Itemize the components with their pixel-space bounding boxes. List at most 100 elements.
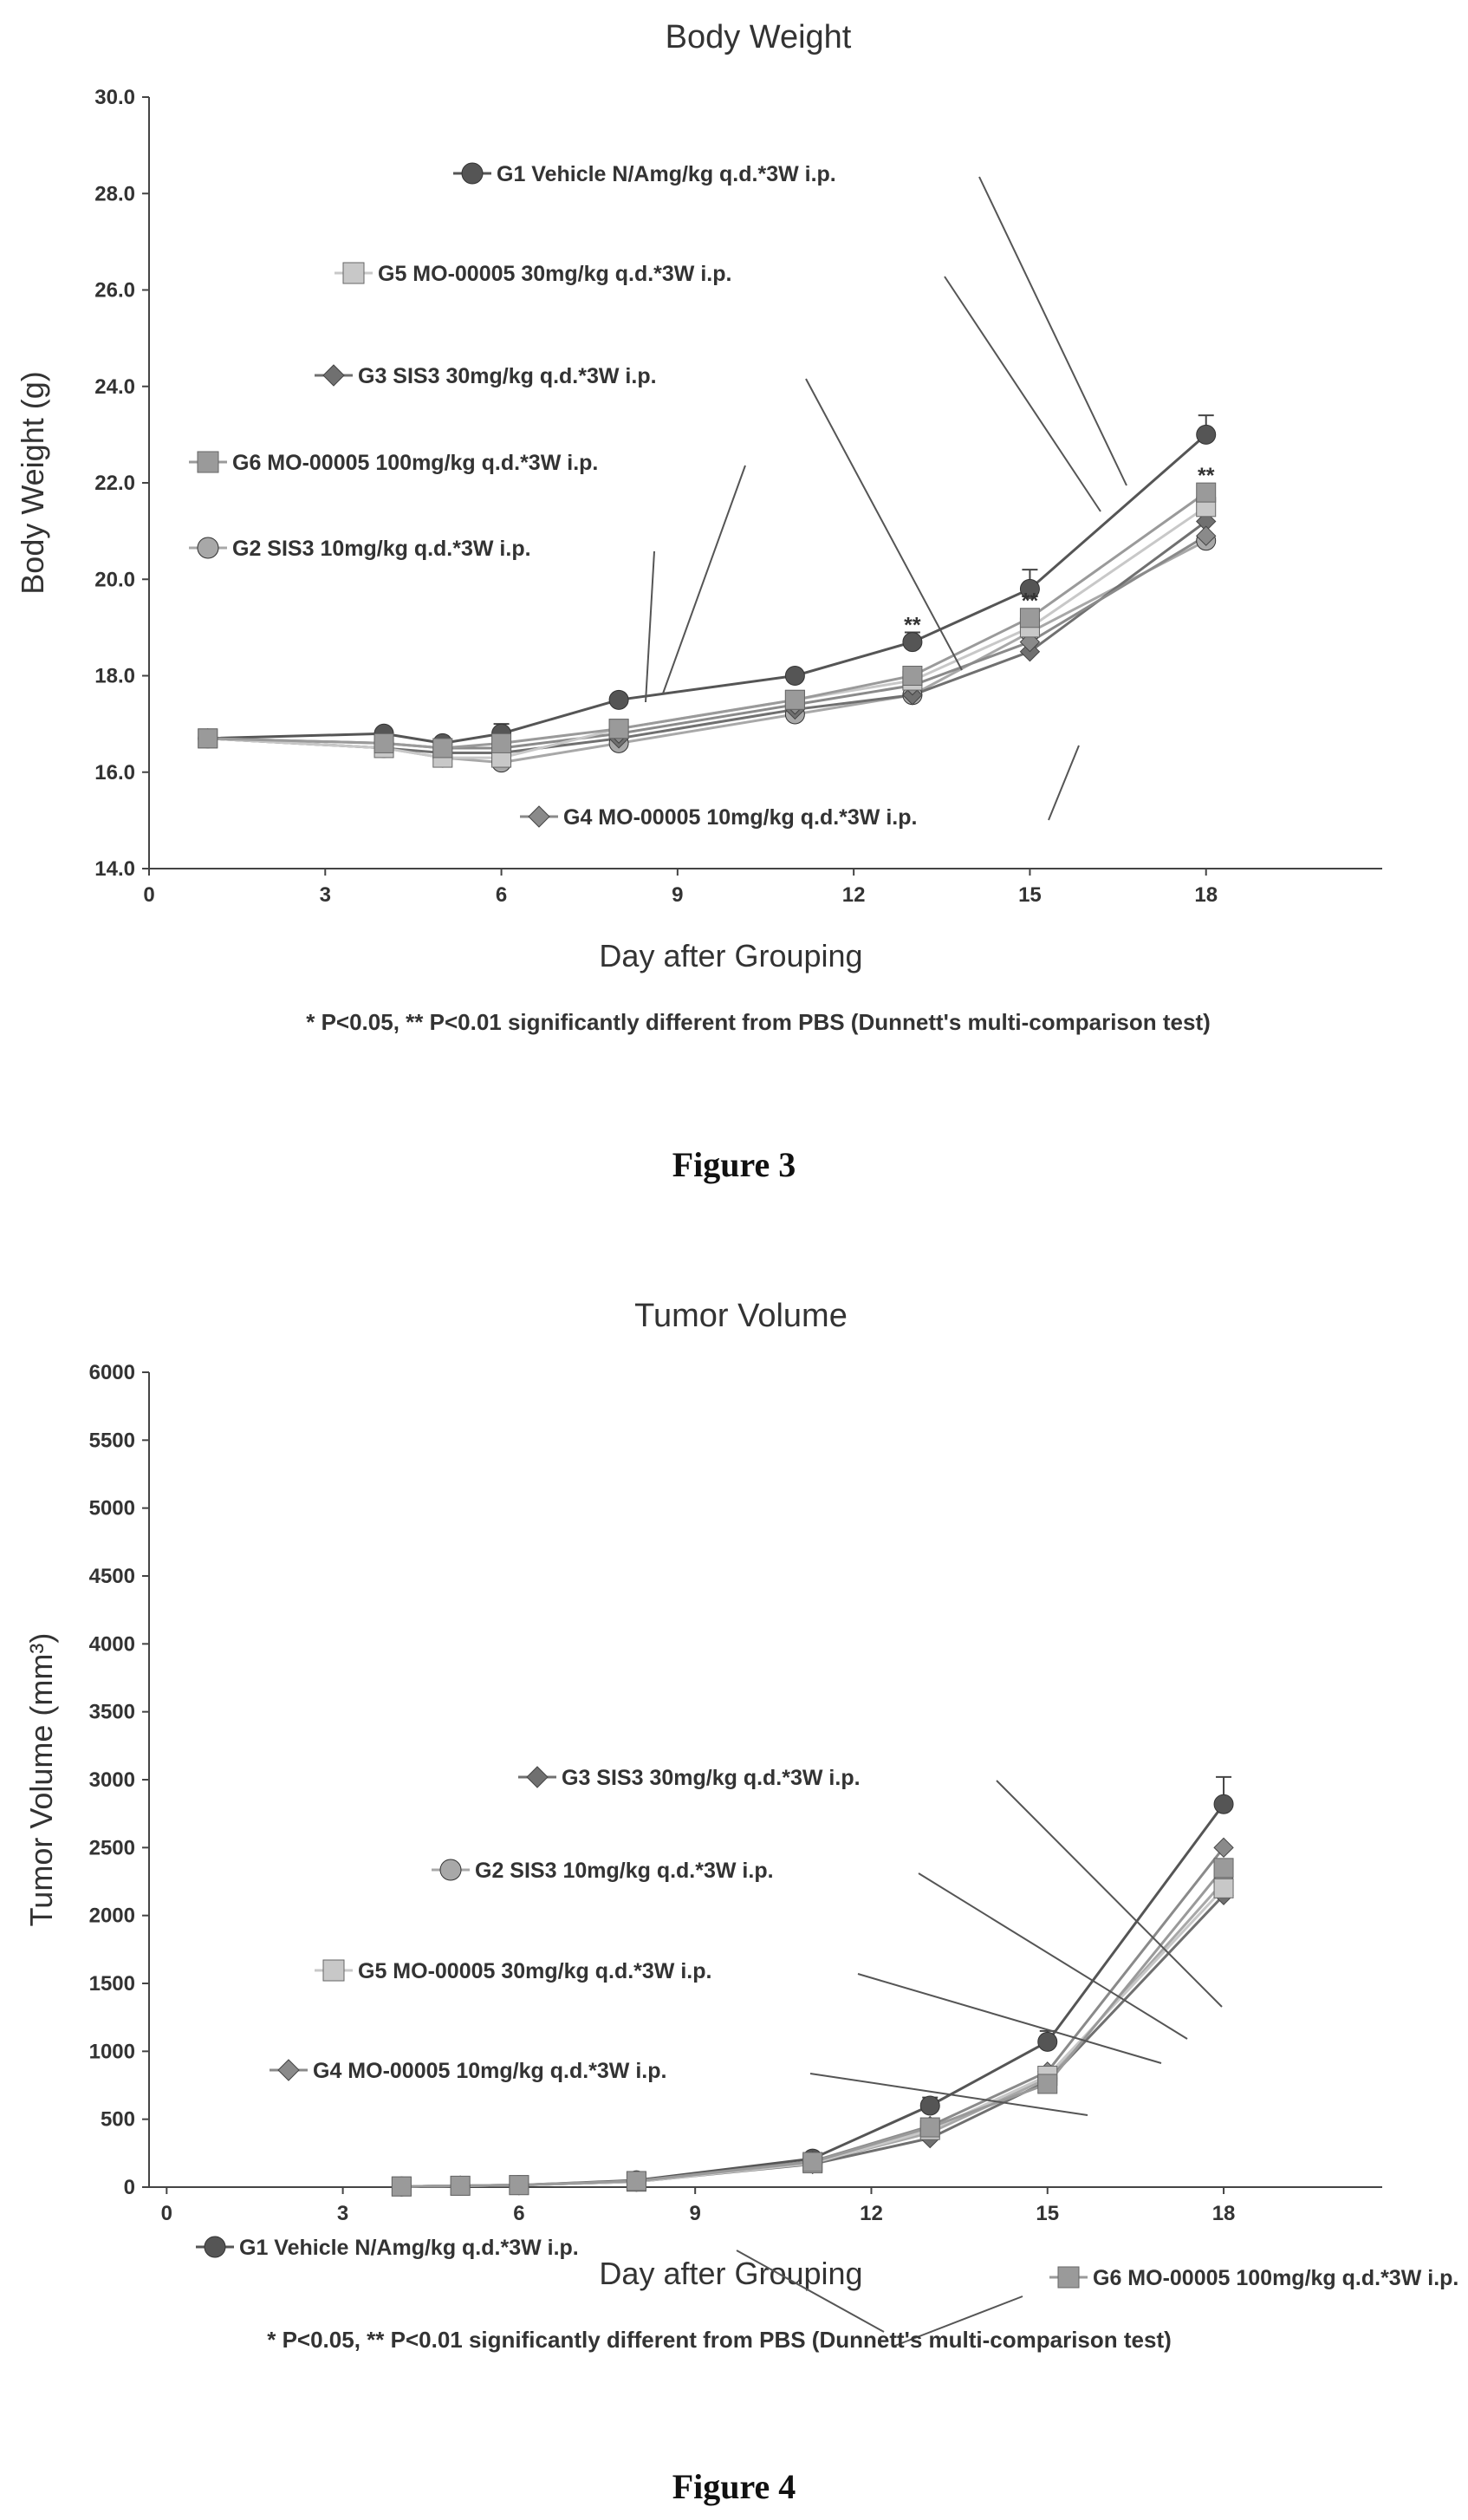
legend-marker [528, 805, 550, 828]
data-point [902, 632, 923, 653]
data-point [784, 666, 805, 686]
data-point [1213, 1878, 1234, 1898]
body-weight-chart: Body Weight 14.0 16.0 18.0 20.0 22.0 24.0 26.0 2… [0, 0, 1468, 1118]
data-point [608, 719, 629, 739]
y-tick-label: 28.0 [94, 182, 135, 205]
data-point [608, 689, 629, 710]
legend-label: G4 MO-00005 10mg/kg q.d.*3W i.p. [313, 2059, 666, 2083]
legend-label: G5 MO-00005 30mg/kg q.d.*3W i.p. [378, 262, 731, 286]
x-tick-label: 3 [320, 883, 331, 907]
significance-mark: ** [1198, 464, 1215, 488]
x-tick-label: 18 [1194, 883, 1218, 907]
data-point [1213, 1858, 1234, 1879]
legend-marker [197, 537, 219, 559]
data-point [784, 689, 805, 710]
figure-3-caption: Figure 3 [672, 1145, 796, 1184]
y-tick-label: 5500 [89, 1429, 135, 1452]
y-tick-label: 2500 [89, 1836, 135, 1859]
data-point [391, 2176, 412, 2197]
legend-marker [1057, 2266, 1080, 2289]
y-tick-label: 26.0 [94, 279, 135, 303]
data-point [1196, 525, 1217, 546]
chart-title: Tumor Volume [634, 1298, 848, 1334]
data-point [1213, 1837, 1234, 1859]
legend-label: G3 SIS3 30mg/kg q.d.*3W i.p. [562, 1766, 861, 1790]
x-axis-label: Day after Grouping [599, 2256, 862, 2291]
data-point [919, 2117, 940, 2138]
x-tick-label: 9 [672, 883, 683, 907]
legend-label: G2 SIS3 10mg/kg q.d.*3W i.p. [232, 537, 531, 561]
x-axis-label: Day after Grouping [599, 938, 862, 973]
tumor-volume-plot: Tumor Volume0500100015002000250030003500… [23, 1298, 1458, 2353]
y-tick-label: 30.0 [94, 86, 135, 109]
legend-label: G6 MO-00005 100mg/kg q.d.*3W i.p. [232, 451, 598, 475]
significance-mark: ** [904, 613, 921, 637]
x-tick-label: 6 [496, 883, 507, 907]
y-tick-label: 500 [101, 2108, 135, 2132]
y-tick-label: 6000 [89, 1361, 135, 1384]
leader-line [805, 378, 963, 671]
data-point [902, 666, 923, 686]
tumor-volume-chart: Tumor Volume 0 500 1000 1500 2000 2500 3000 3500… [0, 1283, 1468, 2358]
x-tick-label: 6 [513, 2202, 524, 2225]
y-tick-label: 4000 [89, 1632, 135, 1656]
data-point [491, 733, 512, 753]
leader-line [918, 1872, 1188, 2040]
data-point [626, 2171, 646, 2191]
legend-label: G1 Vehicle N/Amg/kg q.d.*3W i.p. [239, 2236, 579, 2260]
series-line [401, 1846, 1225, 2188]
data-point [373, 733, 394, 753]
data-point [919, 2095, 940, 2116]
leader-line [892, 2295, 1023, 2347]
y-tick-label: 3500 [89, 1701, 135, 1724]
x-tick-label: 12 [860, 2202, 883, 2225]
chart-title: Body Weight [666, 19, 852, 55]
data-point [1196, 424, 1217, 445]
y-tick-label: 2000 [89, 1905, 135, 1928]
y-tick-label: 24.0 [94, 375, 135, 399]
series-line [401, 1887, 1225, 2188]
legend-marker [526, 1766, 549, 1788]
leader-line [1048, 745, 1080, 821]
leader-line [662, 465, 746, 694]
data-point [1196, 482, 1217, 503]
series-line [401, 1894, 1225, 2188]
legend-label: G6 MO-00005 100mg/kg q.d.*3W i.p. [1093, 2266, 1458, 2290]
leader-line [996, 1780, 1223, 2008]
x-tick-label: 18 [1212, 2202, 1236, 2225]
figure-4-caption: Figure 4 [672, 2467, 796, 2506]
series-line [207, 534, 1207, 750]
significance-mark: ** [1022, 589, 1039, 614]
data-point [1037, 2031, 1058, 2052]
y-tick-label: 5000 [89, 1497, 135, 1520]
leader-line [645, 550, 655, 703]
data-point [198, 728, 218, 749]
x-tick-label: 15 [1036, 2202, 1059, 2225]
leader-line [736, 2250, 885, 2333]
data-point [1019, 608, 1040, 628]
series-line [207, 433, 1207, 745]
significance-footnote: * P<0.05, ** P<0.01 significantly differ… [267, 2327, 1172, 2353]
x-tick-label: 0 [143, 883, 154, 907]
y-tick-label: 3000 [89, 1768, 135, 1792]
data-point [509, 2175, 529, 2196]
body-weight-plot: Body Weight 14.0 16.0 18.0 20.0 22.0 24.0 26.0 2… [15, 19, 1382, 1035]
legend-marker [322, 364, 345, 387]
legend-label: G2 SIS3 10mg/kg q.d.*3W i.p. [475, 1859, 774, 1883]
y-tick-label: 1500 [89, 1972, 135, 1996]
legend-marker [204, 2236, 226, 2258]
significance-footnote: * P<0.05, ** P<0.01 significantly differ… [306, 1009, 1211, 1035]
y-tick-label: 20.0 [94, 568, 135, 591]
y-tick-label: 4500 [89, 1565, 135, 1588]
legend-marker [197, 451, 219, 473]
legend-marker [322, 1959, 345, 1982]
series-line [207, 491, 1207, 750]
y-tick-label: 1000 [89, 2040, 135, 2063]
data-point [432, 738, 453, 759]
legend-label: G5 MO-00005 30mg/kg q.d.*3W i.p. [358, 1959, 711, 1983]
series-line [401, 1880, 1225, 2188]
legend-label: G4 MO-00005 10mg/kg q.d.*3W i.p. [563, 805, 917, 830]
x-tick-label: 15 [1018, 883, 1042, 907]
x-tick-label: 3 [337, 2202, 348, 2225]
y-tick-label: 0 [124, 2176, 135, 2199]
